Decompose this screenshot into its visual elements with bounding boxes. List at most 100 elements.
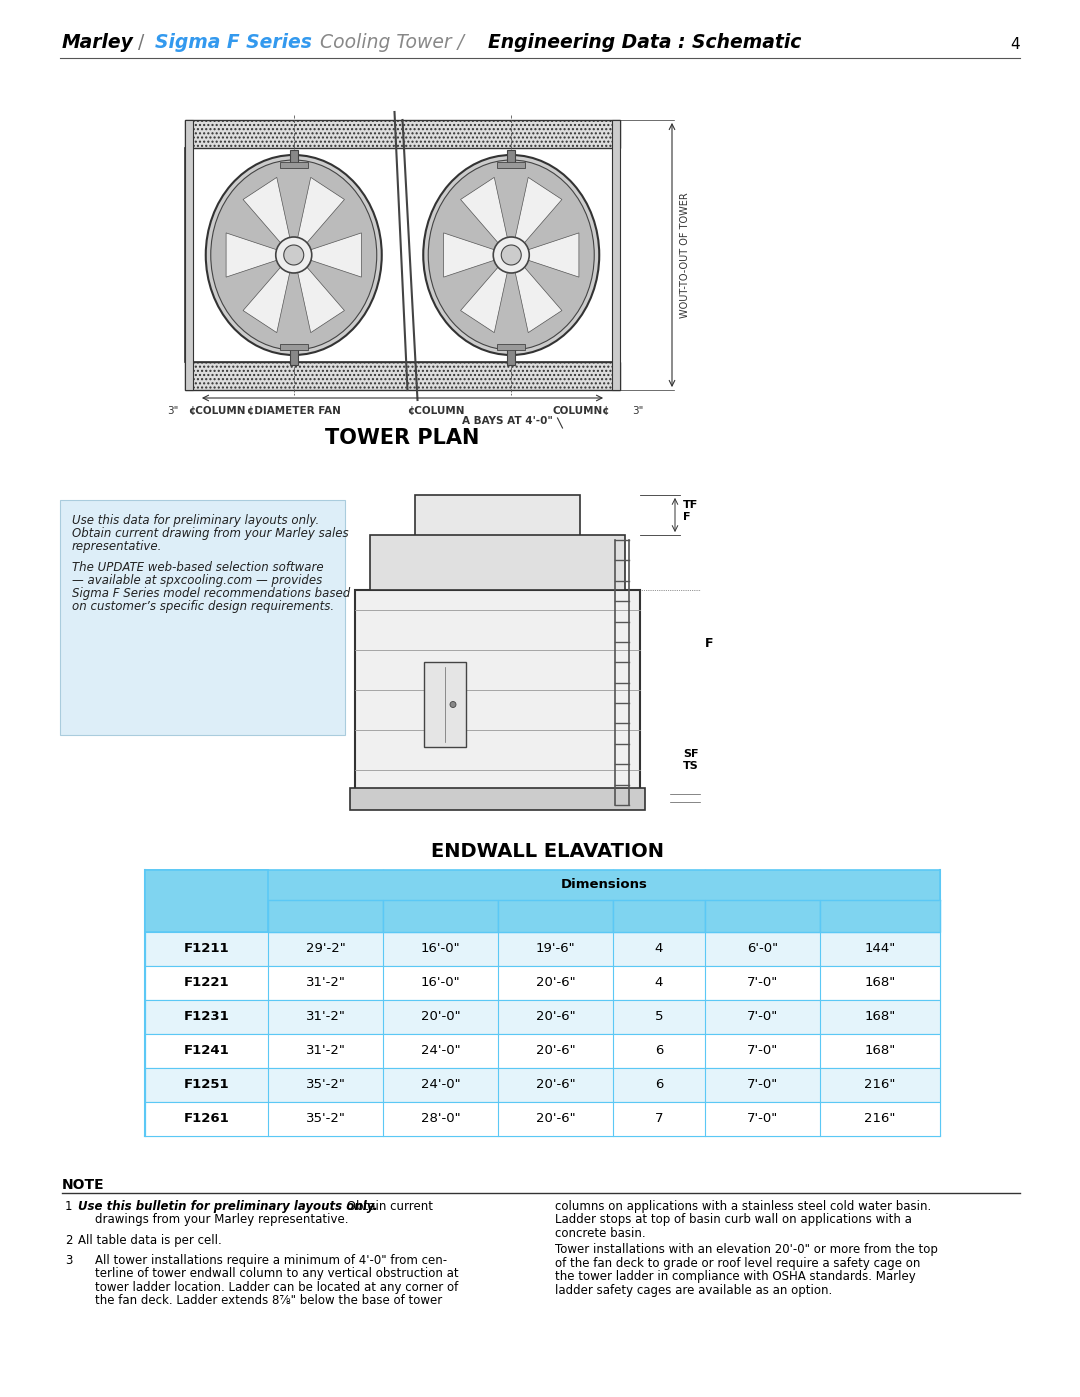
Bar [185,120,193,390]
Text: 3": 3" [632,407,644,416]
Polygon shape [444,233,494,277]
Text: Tower installations with an elevation 20'-0" or more from the top: Tower installations with an elevation 20… [555,1243,937,1256]
Bar [508,346,515,365]
Text: 144": 144" [864,943,895,956]
Text: columns on applications with a stainless steel cold water basin.: columns on applications with a stainless… [555,1200,931,1213]
Text: TF
F: TF F [683,500,699,521]
Bar [145,870,940,932]
Bar [145,1102,940,1136]
Bar [383,900,498,932]
Text: 1: 1 [65,1200,72,1213]
Bar [145,965,940,1000]
Text: 16'-0": 16'-0" [421,977,460,989]
Text: of the fan deck to grade or roof level require a safety cage on: of the fan deck to grade or roof level r… [555,1257,920,1270]
Text: 31'-2": 31'-2" [306,977,346,989]
Bar [268,900,383,932]
Polygon shape [460,177,508,243]
Text: 4: 4 [654,943,663,956]
Text: F1211: F1211 [184,943,229,956]
Text: 7'-0": 7'-0" [747,1078,778,1091]
Text: 7'-0": 7'-0" [747,1112,778,1126]
Text: 16'-0": 16'-0" [421,943,460,956]
Bar [820,900,940,932]
Text: Obtain current: Obtain current [343,1200,433,1213]
Text: 7'-0": 7'-0" [747,977,778,989]
Text: tower ladder location. Ladder can be located at any corner of: tower ladder location. Ladder can be loc… [95,1281,458,1294]
Text: ¢DIAMETER FAN: ¢DIAMETER FAN [247,407,340,416]
Text: Dimensions: Dimensions [561,879,647,891]
Text: 4: 4 [1011,36,1020,52]
Circle shape [494,237,529,272]
Text: Sigma F Series model recommendations based: Sigma F Series model recommendations bas… [72,587,350,599]
Text: All tower installations require a minimum of 4'-0" from cen-: All tower installations require a minimu… [95,1255,447,1267]
Text: 31'-2": 31'-2" [306,1010,346,1024]
Text: 6: 6 [654,1078,663,1091]
Text: Obtain current drawing from your Marley sales: Obtain current drawing from your Marley … [72,527,349,541]
Text: 4: 4 [654,977,663,989]
Text: 168": 168" [864,977,895,989]
Text: 6'-0": 6'-0" [747,943,778,956]
Text: TOWER PLAN: TOWER PLAN [325,427,480,448]
Text: All table data is per cell.: All table data is per cell. [78,1234,221,1246]
Bar [370,535,625,590]
Ellipse shape [206,155,381,355]
Text: F1221: F1221 [184,977,229,989]
Text: concrete basin.: concrete basin. [555,1227,646,1241]
Text: ¢COLUMN: ¢COLUMN [407,407,465,416]
Text: NOTE: NOTE [62,1178,105,1192]
Polygon shape [298,177,345,243]
Bar [185,362,620,390]
Polygon shape [528,233,579,277]
Polygon shape [311,233,362,277]
Text: 6: 6 [654,1045,663,1058]
Text: Engineering Data : Schematic: Engineering Data : Schematic [488,34,801,52]
Text: 216": 216" [864,1112,895,1126]
Text: C: C [875,909,886,923]
Text: 20'-6": 20'-6" [536,1045,576,1058]
Text: terline of tower endwall column to any vertical obstruction at: terline of tower endwall column to any v… [95,1267,459,1281]
Text: 31'-2": 31'-2" [306,1045,346,1058]
Text: 3": 3" [167,407,178,416]
Bar [498,900,613,932]
Text: 3: 3 [65,1255,72,1267]
Polygon shape [515,267,562,332]
Bar [289,149,298,163]
Bar [145,1000,940,1034]
Text: 24'-0": 24'-0" [421,1045,460,1058]
Bar [355,590,640,792]
Text: 7'-0": 7'-0" [747,1045,778,1058]
FancyBboxPatch shape [60,500,345,735]
Text: F1251: F1251 [184,1078,229,1091]
Text: 7'-0": 7'-0" [747,1010,778,1024]
Text: 20'-6": 20'-6" [536,977,576,989]
Text: F1261: F1261 [184,1112,229,1126]
Text: 20'-6": 20'-6" [536,1078,576,1091]
Text: 168": 168" [864,1010,895,1024]
Circle shape [450,701,456,707]
Bar [145,1067,940,1102]
Text: Marley: Marley [62,34,134,52]
Text: Tower
Model: Tower Model [184,886,229,916]
Bar [280,344,308,351]
Bar [185,120,620,148]
Bar [415,495,580,541]
Bar [705,900,820,932]
Text: 24'-0": 24'-0" [421,1078,460,1091]
Text: F1231: F1231 [184,1010,229,1024]
Text: the fan deck. Ladder extends 8⅞" below the base of tower: the fan deck. Ladder extends 8⅞" below t… [95,1295,442,1308]
Text: 5: 5 [654,1010,663,1024]
Text: 28'-0": 28'-0" [421,1112,460,1126]
Text: Use this bulletin for preliminary layouts only.: Use this bulletin for preliminary layout… [78,1200,378,1213]
Text: 35'-2": 35'-2" [306,1078,346,1091]
Bar [612,120,620,390]
Bar [145,932,940,965]
Polygon shape [243,267,289,332]
Text: 168": 168" [864,1045,895,1058]
Circle shape [501,244,522,265]
Text: L: L [436,909,445,923]
Text: 216": 216" [864,1078,895,1091]
Bar [424,662,465,747]
Polygon shape [226,233,276,277]
Circle shape [284,244,303,265]
Bar [613,900,705,932]
